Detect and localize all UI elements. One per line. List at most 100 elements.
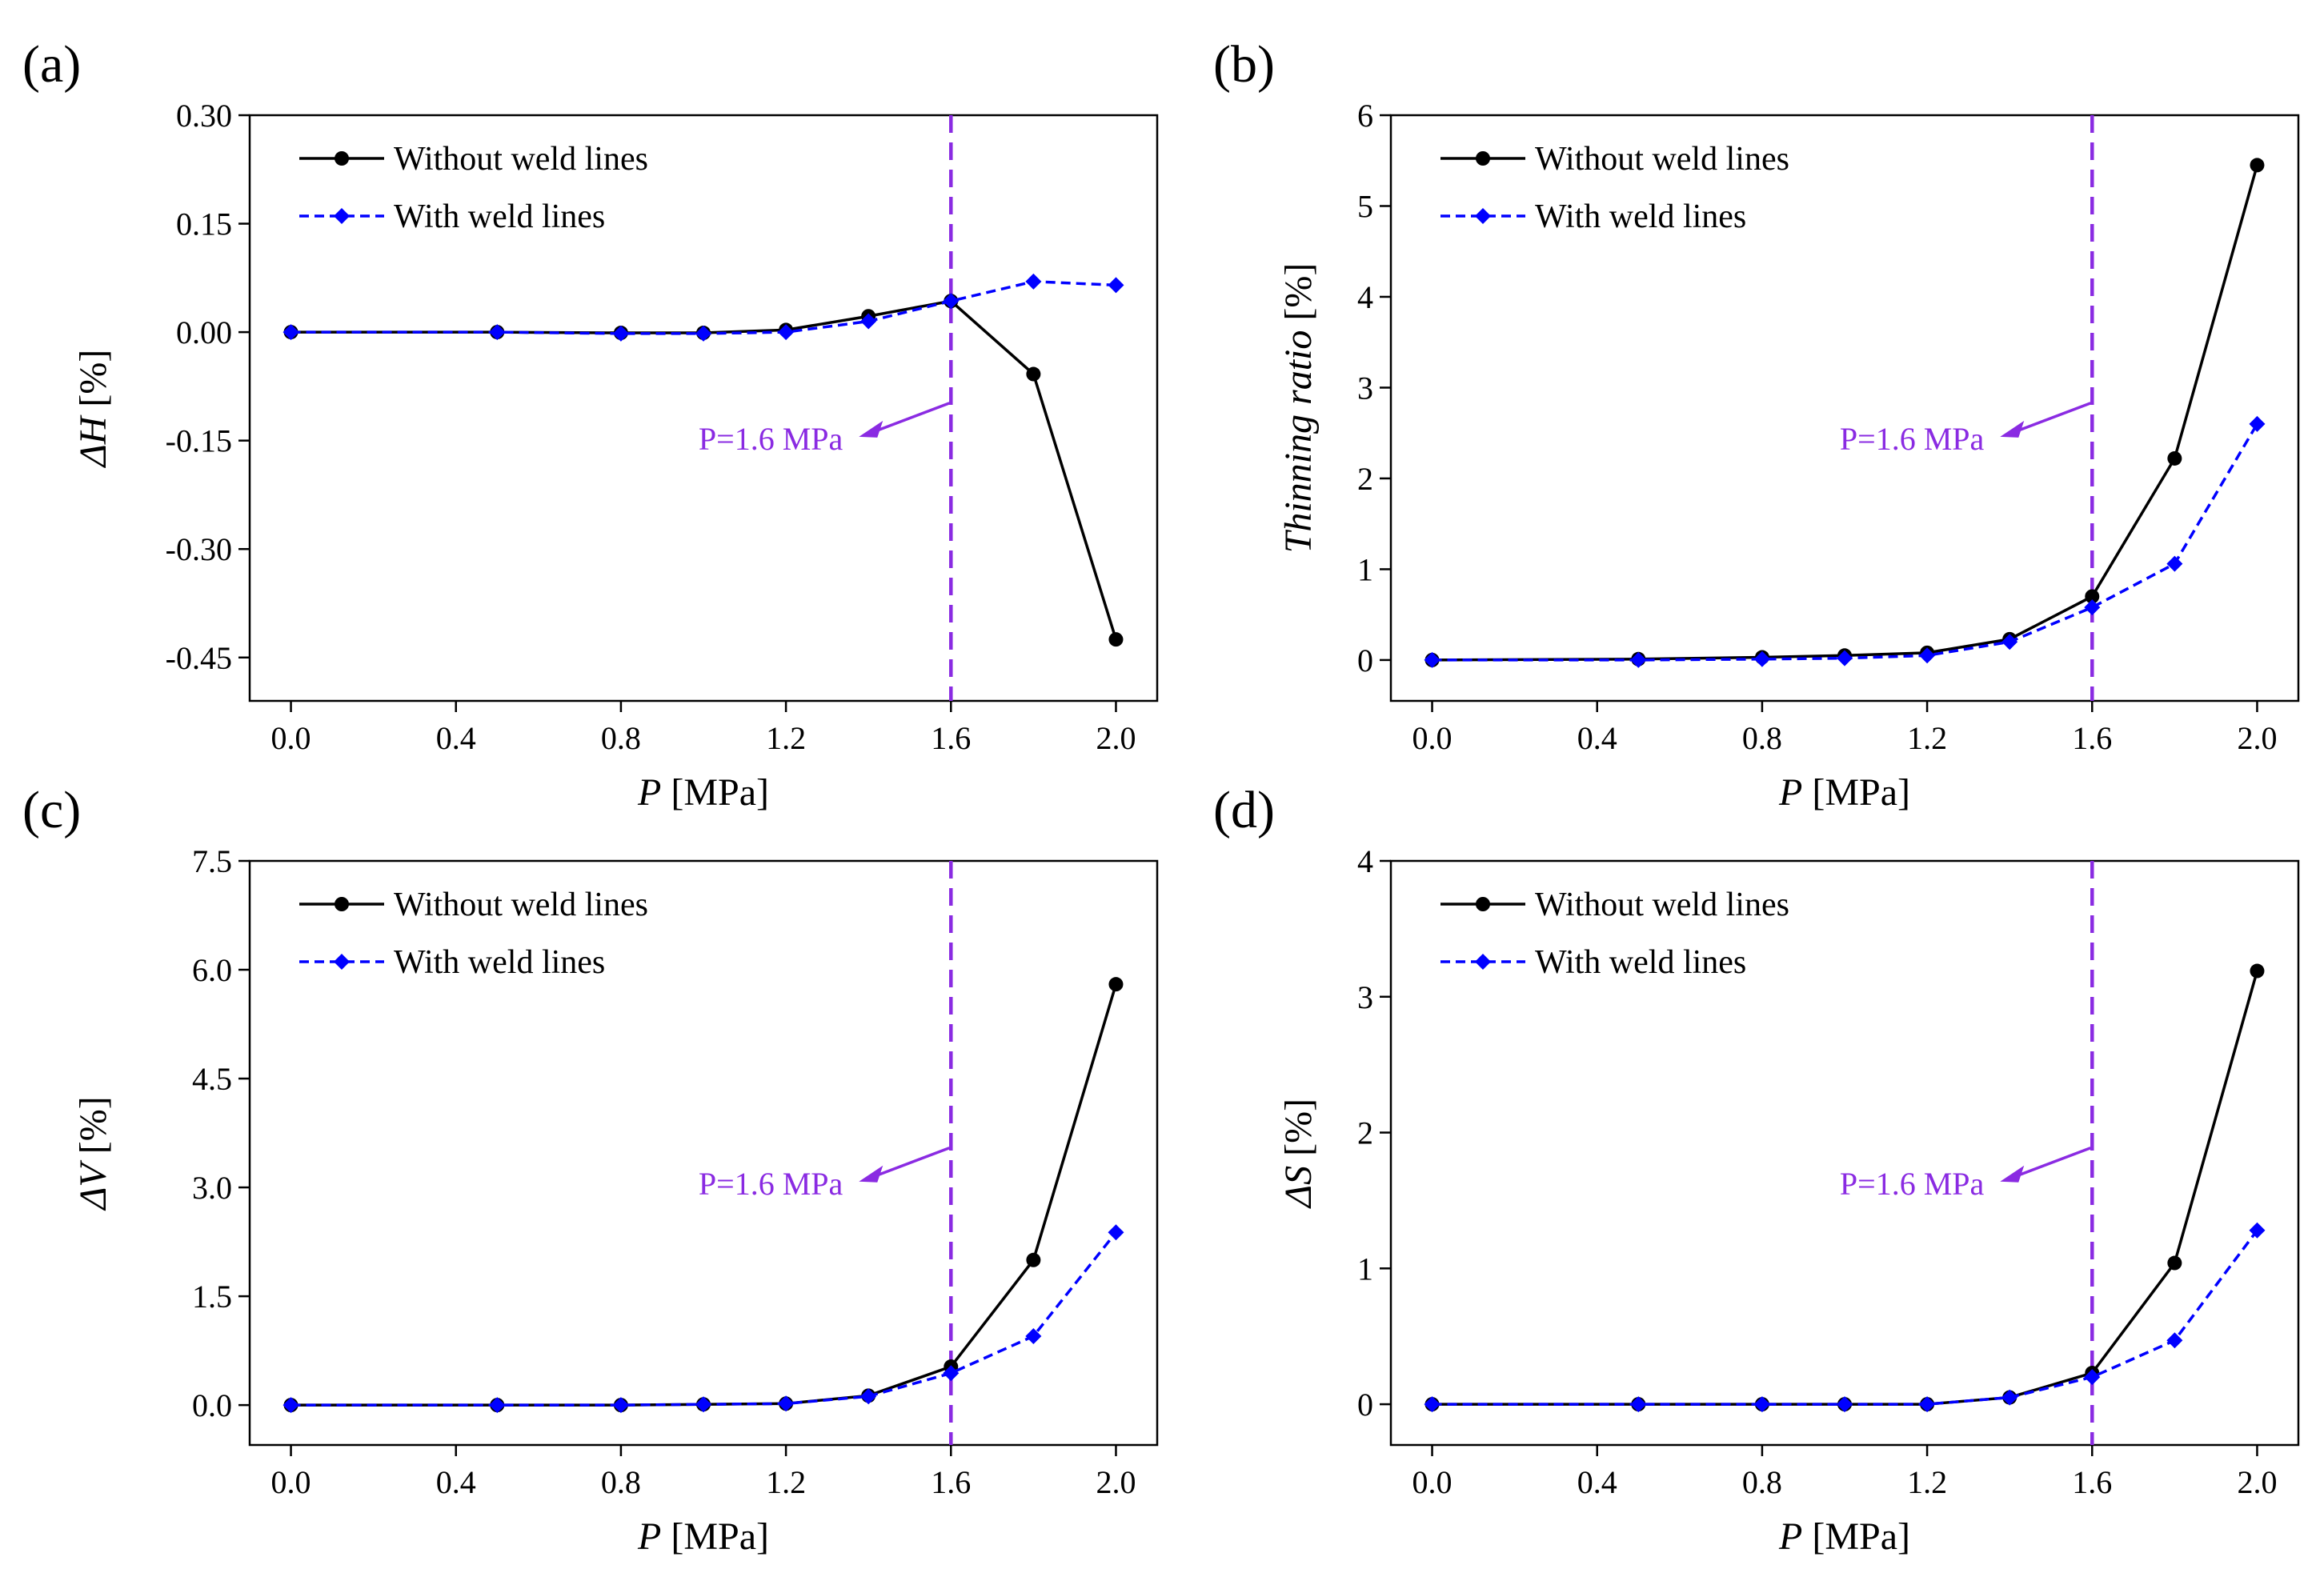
x-tick-label: 0.0 [1412,1464,1452,1500]
data-point [943,1365,960,1382]
data-point [1108,632,1124,647]
y-tick-label: 4 [1357,279,1373,315]
y-axis-variable: Thinning ratio [1277,330,1320,554]
x-tick-label: 1.6 [931,720,971,756]
legend-swatch-marker [334,954,350,970]
x-tick-label: 1.2 [1907,1464,1947,1500]
annotation-arrow [872,1147,950,1179]
legend-label: With weld lines [394,198,605,235]
y-tick-label: 0.0 [192,1387,232,1423]
annotation-text: P=1.6 MPa [699,421,843,457]
series-without-weld-lines [283,294,1124,647]
y-tick-label: -0.15 [166,423,232,459]
x-tick-label: 2.0 [2237,720,2277,756]
annotation-arrowhead [2000,420,2025,438]
data-point [2166,1332,2183,1349]
legend-label: With weld lines [1535,198,1746,235]
plot-frame [248,114,1159,702]
legend-label: Without weld lines [1535,887,1789,923]
annotation-text: P=1.6 MPa [1840,1166,1985,1202]
legend-swatch-marker [1476,897,1490,911]
legend-swatch-marker [335,151,349,166]
series-line [290,1231,1117,1407]
x-axis-variable: P [637,771,661,814]
x-tick-label: 2.0 [1096,720,1136,756]
y-tick-label: 3.0 [192,1170,232,1206]
data-point [2001,1389,2018,1406]
x-tick-label: 0.0 [271,1464,311,1500]
data-point [2167,450,2182,466]
annotation-arrow [2013,1147,2091,1179]
data-point [860,1388,877,1405]
annotation-arrow [2013,402,2091,434]
x-axis-unit: [MPa] [1802,771,1910,814]
data-point [1026,366,1041,382]
legend: Without weld lines With weld lines [299,141,648,235]
legend-label: Without weld lines [394,141,648,178]
y-tick-label: 1 [1357,551,1373,587]
plot-frame [1389,114,2300,702]
y-tick-label: 5 [1357,188,1373,224]
x-tick-label: 0.0 [271,720,311,756]
data-point [1026,1252,1041,1267]
x-axis-label: P [MPa] [637,1515,769,1558]
data-point [1919,1396,1936,1413]
y-axis-variable: ΔH [72,414,114,468]
y-tick-label: 2 [1357,1115,1373,1151]
x-tick-label: 0.4 [1577,1464,1617,1500]
x-tick-label: 1.6 [2072,720,2112,756]
panel-b: (b) 0.0 0.4 0.8 1.2 1.6 2.0 0 1 2 3 4 5 6 P [MPa] Thinn… [1213,35,2300,814]
data-point [1108,1224,1124,1241]
legend-swatch-marker [334,208,350,224]
x-axis-unit: [MPa] [661,1515,769,1558]
data-point [2250,963,2265,979]
y-axis-unit: [%] [1277,263,1320,330]
y-tick-label: -0.45 [166,640,232,676]
data-point [2249,1222,2266,1239]
x-tick-label: 0.4 [436,720,476,756]
y-tick-label: 0.00 [176,314,232,350]
x-tick-label: 1.6 [2072,1464,2112,1500]
y-axis-unit: [%] [1277,1099,1320,1166]
data-point [1025,1327,1042,1344]
x-tick-label: 1.2 [766,1464,806,1500]
data-point [489,1397,506,1414]
data-point [2250,158,2265,173]
legend: Without weld lines With weld lines [1440,887,1789,981]
x-axis-label: P [MPa] [1778,1515,1910,1558]
x-tick-label: 0.8 [1742,720,1782,756]
data-point [1108,977,1124,992]
y-axis-label: ΔH [%] [72,350,114,469]
x-axis-variable: P [637,1515,661,1558]
x-tick-label: 2.0 [1096,1464,1136,1500]
data-point [1753,1396,1770,1413]
x-axis-variable: P [1778,1515,1802,1558]
panel-label: (c) [22,781,81,839]
data-point [282,324,299,341]
x-axis-label: P [MPa] [1778,771,1910,814]
data-point [778,1395,795,1412]
legend: Without weld lines With weld lines [1440,141,1789,235]
panel-c: (c) 0.0 0.4 0.8 1.2 1.6 2.0 0.0 1.5 3.0 4.5 6.0 7.5 P… [22,781,1159,1558]
data-point [1919,647,1936,664]
y-tick-label: 4.5 [192,1061,232,1097]
annotation-arrowhead [2000,1165,2025,1183]
legend-swatch-marker [1476,151,1490,166]
data-point [2084,599,2101,616]
panel-label: (b) [1213,35,1275,94]
y-tick-label: 0.15 [176,206,232,242]
data-point [612,1397,629,1414]
data-point [1630,651,1647,668]
data-point [2084,1369,2101,1386]
data-point [2001,634,2018,650]
legend-label: With weld lines [394,944,605,981]
annotation-arrowhead [859,420,884,438]
y-tick-label: 1.5 [192,1279,232,1315]
legend-swatch-marker [1475,954,1491,970]
y-axis-variable: ΔV [72,1160,114,1211]
y-tick-label: 0 [1357,642,1373,678]
data-point [2085,589,2100,604]
panel-label: (a) [22,35,81,94]
x-tick-label: 0.8 [601,1464,641,1500]
